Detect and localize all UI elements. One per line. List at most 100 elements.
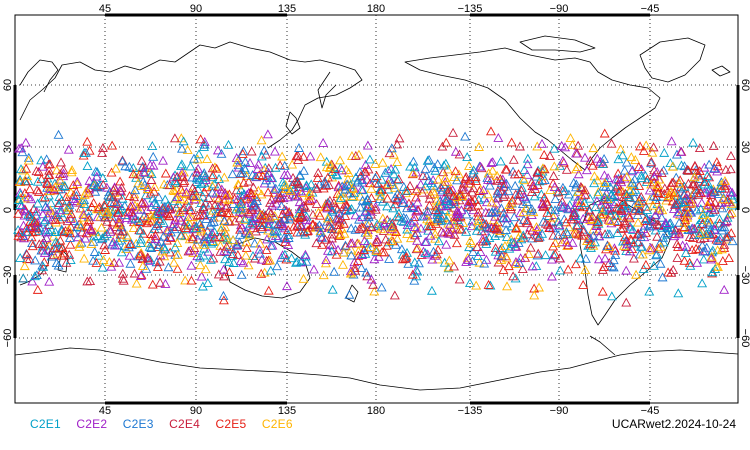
- observation-marker: [141, 263, 152, 273]
- observation-marker: [517, 264, 528, 273]
- observation-marker: [634, 180, 645, 190]
- observation-marker: [72, 176, 83, 186]
- observation-marker: [160, 278, 171, 288]
- right-lat-label: −30: [739, 266, 750, 285]
- right-lat-labels: 60 30 0 −30 −60: [739, 79, 750, 347]
- observation-marker: [201, 231, 212, 241]
- observation-marker: [706, 254, 717, 264]
- observation-marker: [644, 221, 655, 231]
- observation-marker: [679, 208, 690, 218]
- observation-marker: [62, 216, 73, 226]
- observation-marker: [97, 233, 108, 243]
- observation-marker: [55, 205, 66, 215]
- observation-marker: [537, 175, 548, 185]
- observation-marker: [24, 253, 35, 263]
- observation-marker: [338, 247, 349, 257]
- observation-marker: [490, 231, 501, 241]
- observation-marker: [63, 204, 74, 214]
- observation-marker: [487, 165, 498, 175]
- observation-marker: [397, 254, 408, 264]
- observation-marker: [243, 207, 254, 217]
- observation-marker: [204, 200, 215, 210]
- observation-marker: [437, 141, 448, 151]
- observation-marker: [165, 247, 176, 257]
- observation-marker: [501, 232, 512, 241]
- observation-marker: [376, 220, 387, 230]
- observation-marker: [240, 156, 251, 166]
- observation-marker: [16, 164, 26, 174]
- observation-marker: [548, 212, 559, 222]
- observation-marker: [233, 162, 244, 172]
- observation-marker: [168, 257, 179, 267]
- observation-marker: [361, 267, 372, 277]
- observation-marker: [354, 214, 364, 224]
- observation-marker: [185, 161, 196, 171]
- observation-marker: [452, 175, 462, 185]
- observation-marker: [539, 149, 550, 159]
- observation-marker: [493, 257, 504, 267]
- observation-marker: [396, 244, 407, 254]
- observation-marker: [485, 280, 496, 290]
- observation-marker: [623, 210, 634, 220]
- observation-marker: [137, 261, 148, 270]
- legend-item-c2e4: C2E4: [169, 417, 200, 431]
- coast-scandinavia: [19, 59, 59, 93]
- observation-marker: [409, 222, 420, 231]
- observation-marker: [518, 207, 529, 217]
- observation-marker: [424, 200, 435, 210]
- observation-marker: [558, 201, 569, 211]
- observation-marker: [569, 210, 580, 220]
- observation-marker: [195, 210, 206, 220]
- observation-marker: [92, 167, 103, 177]
- observation-marker: [455, 189, 466, 199]
- observation-marker: [337, 181, 348, 191]
- observation-marker: [88, 198, 99, 207]
- observation-marker: [199, 168, 210, 178]
- observation-marker: [726, 150, 736, 160]
- observation-marker: [502, 281, 512, 291]
- observation-marker: [653, 188, 664, 198]
- observation-marker: [575, 253, 586, 263]
- coast-north-america: [404, 47, 661, 171]
- observation-marker: [648, 260, 659, 270]
- observation-marker: [209, 232, 220, 242]
- observation-marker: [578, 279, 589, 289]
- observation-marker: [57, 243, 68, 252]
- observation-marker: [18, 220, 29, 230]
- observation-marker: [503, 186, 514, 196]
- observation-marker: [657, 205, 668, 215]
- observation-marker: [423, 225, 434, 235]
- observation-marker: [31, 206, 42, 216]
- observation-marker: [248, 223, 258, 233]
- observation-marker: [237, 148, 248, 158]
- observation-marker: [276, 201, 287, 211]
- observation-marker: [143, 253, 154, 263]
- left-lat-label: 30: [2, 141, 14, 153]
- observation-marker: [412, 184, 423, 194]
- observation-marker: [553, 187, 564, 197]
- observation-marker: [323, 179, 334, 189]
- observation-marker: [20, 176, 31, 186]
- observation-marker: [307, 209, 318, 219]
- observation-marker: [705, 229, 716, 239]
- observation-marker: [252, 164, 263, 174]
- coast-kamchatka: [317, 71, 337, 109]
- observation-marker: [557, 155, 568, 165]
- observation-marker: [236, 184, 246, 194]
- observation-marker: [563, 222, 574, 232]
- observation-marker: [370, 172, 381, 182]
- observation-marker: [606, 291, 617, 301]
- observation-marker: [113, 235, 124, 245]
- observation-marker: [27, 241, 38, 251]
- observation-marker: [610, 183, 621, 193]
- observation-marker: [618, 196, 629, 206]
- observation-marker: [233, 179, 244, 189]
- observation-marker: [27, 238, 38, 247]
- observation-marker: [704, 196, 715, 206]
- observation-marker: [504, 243, 515, 253]
- observation-marker: [629, 174, 640, 184]
- observation-marker: [144, 241, 155, 251]
- observation-marker: [468, 246, 479, 256]
- observation-marker: [430, 165, 441, 175]
- observation-marker: [486, 197, 497, 207]
